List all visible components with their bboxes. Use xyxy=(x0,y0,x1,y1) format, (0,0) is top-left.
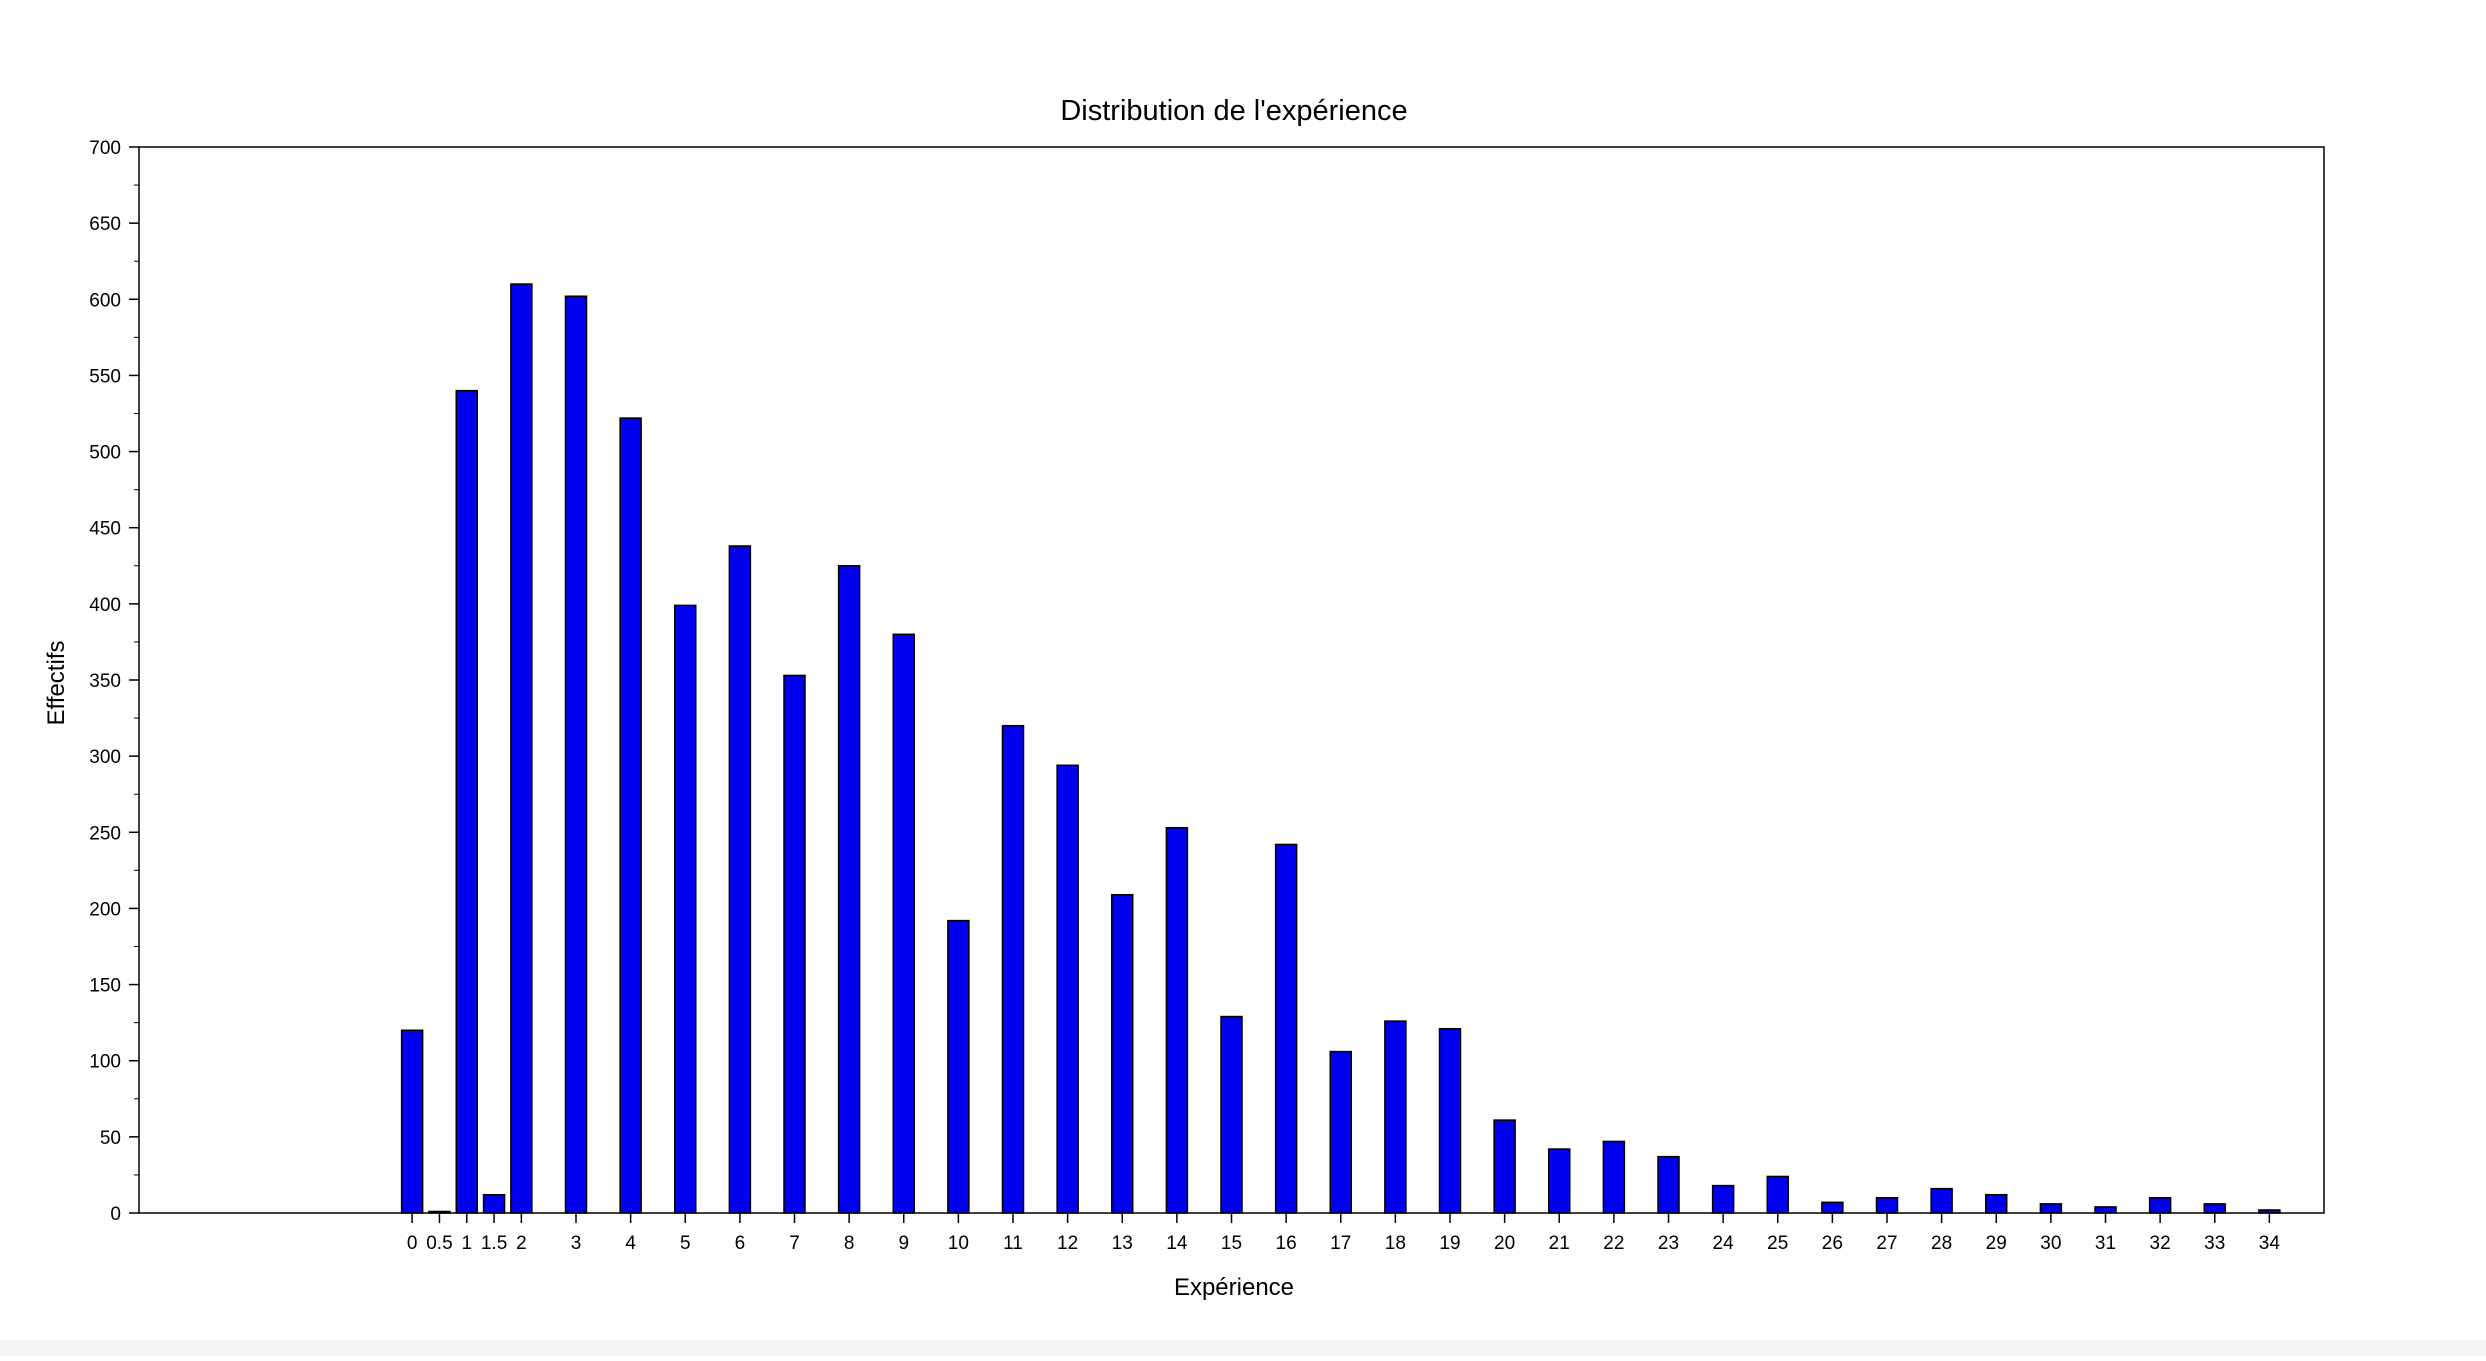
y-tick-label: 550 xyxy=(89,366,121,387)
y-tick-label: 700 xyxy=(89,138,121,159)
bar xyxy=(1930,1187,1953,1214)
bar xyxy=(892,633,915,1214)
x-tick-label: 13 xyxy=(1112,1233,1133,1254)
bar xyxy=(619,417,642,1214)
x-tick-label: 20 xyxy=(1494,1233,1515,1254)
bar xyxy=(1985,1193,2008,1214)
x-tick-label: 27 xyxy=(1876,1233,1897,1254)
bar xyxy=(1766,1175,1789,1214)
y-tick-label: 650 xyxy=(89,214,121,235)
bar xyxy=(1602,1140,1626,1214)
bar xyxy=(1657,1155,1680,1214)
bar xyxy=(783,674,806,1214)
x-tick-label: 21 xyxy=(1549,1233,1570,1254)
bar xyxy=(2039,1203,2063,1214)
y-tick-label: 250 xyxy=(89,823,121,844)
bar xyxy=(1821,1201,1844,1214)
plot-area-frame xyxy=(138,146,2325,1214)
x-tick-label: 11 xyxy=(1003,1233,1023,1254)
x-tick-label: 16 xyxy=(1276,1233,1297,1254)
x-tick-label: 29 xyxy=(1986,1233,2007,1254)
x-tick-label: 25 xyxy=(1767,1233,1788,1254)
bar xyxy=(1438,1027,1462,1214)
x-tick-label: 15 xyxy=(1221,1233,1242,1254)
y-tick-label: 500 xyxy=(89,443,121,464)
bar xyxy=(728,545,752,1214)
bar xyxy=(1274,843,1298,1214)
bar xyxy=(1329,1050,1352,1214)
bars xyxy=(400,283,2281,1214)
bar xyxy=(564,295,588,1214)
y-tick-label: 300 xyxy=(89,747,121,768)
x-tick-label: 23 xyxy=(1658,1233,1679,1254)
bar xyxy=(455,389,478,1214)
y-tick-label: 200 xyxy=(89,899,121,920)
y-axis-ticks: 0 50 100 150 200 250 300 350 400 450 500 550 600 650 7… xyxy=(89,138,139,1225)
x-tick-label: 12 xyxy=(1057,1233,1078,1254)
x-tick-label: 10 xyxy=(948,1233,969,1254)
bar xyxy=(482,1193,506,1214)
x-tick-label: 4 xyxy=(625,1233,636,1254)
bar xyxy=(1711,1184,1735,1214)
x-tick-label: 26 xyxy=(1822,1233,1843,1254)
bar xyxy=(837,565,861,1214)
x-tick-label: 0 xyxy=(407,1233,418,1254)
x-tick-label: 24 xyxy=(1713,1233,1735,1254)
bar xyxy=(2094,1206,2117,1214)
x-tick-label: 3 xyxy=(571,1233,582,1254)
bar xyxy=(1548,1148,1571,1214)
x-tick-label: 0.5 xyxy=(426,1233,452,1254)
bar xyxy=(1875,1197,1899,1214)
x-tick-label: 2 xyxy=(516,1233,527,1254)
y-axis-label: Effectifs xyxy=(43,641,70,726)
x-tick-label: 14 xyxy=(1166,1233,1188,1254)
x-tick-label: 22 xyxy=(1603,1233,1624,1254)
bar xyxy=(1384,1020,1407,1214)
y-tick-label: 450 xyxy=(89,519,121,540)
x-tick-label: 34 xyxy=(2259,1233,2281,1254)
window-bottom-strip xyxy=(0,1340,2486,1356)
x-tick-label: 9 xyxy=(898,1233,909,1254)
bar xyxy=(1220,1015,1243,1214)
y-tick-label: 150 xyxy=(89,976,121,997)
bar xyxy=(1001,724,1025,1214)
y-tick-label: 50 xyxy=(100,1128,121,1149)
bar xyxy=(2148,1197,2172,1214)
x-axis-ticks: 0 0.5 1 1.5 2 3 4 5 6 7 8 9 10 11 12 13 14 15 16 17 18 19 20 21… xyxy=(407,1213,2281,1254)
bar xyxy=(674,604,697,1214)
bar xyxy=(2203,1203,2226,1214)
x-tick-label: 18 xyxy=(1385,1233,1406,1254)
x-tick-label: 1.5 xyxy=(481,1233,507,1254)
x-tick-label: 33 xyxy=(2204,1233,2225,1254)
x-tick-label: 5 xyxy=(680,1233,691,1254)
bar xyxy=(1111,893,1134,1214)
x-tick-label: 30 xyxy=(2040,1233,2061,1254)
x-tick-label: 17 xyxy=(1330,1233,1351,1254)
bar xyxy=(1056,764,1079,1214)
bar xyxy=(1165,826,1189,1214)
x-tick-label: 28 xyxy=(1931,1233,1952,1254)
bar xyxy=(947,919,970,1214)
bar xyxy=(1493,1119,1516,1214)
bar xyxy=(400,1029,424,1214)
x-tick-label: 7 xyxy=(789,1233,800,1254)
x-axis-label: Expérience xyxy=(1174,1274,1294,1301)
y-tick-label: 100 xyxy=(89,1052,121,1073)
x-tick-label: 8 xyxy=(844,1233,855,1254)
bar xyxy=(510,283,533,1214)
x-tick-label: 6 xyxy=(735,1233,746,1254)
y-tick-label: 0 xyxy=(110,1204,121,1225)
y-tick-label: 400 xyxy=(89,595,121,616)
chart-title: Distribution de l'expérience xyxy=(1060,95,1407,127)
y-tick-label: 600 xyxy=(89,290,121,311)
x-tick-label: 19 xyxy=(1439,1233,1460,1254)
x-tick-label: 31 xyxy=(2095,1233,2116,1254)
y-tick-label: 350 xyxy=(89,671,121,692)
x-tick-label: 1 xyxy=(461,1233,472,1254)
x-tick-label: 32 xyxy=(2150,1233,2171,1254)
